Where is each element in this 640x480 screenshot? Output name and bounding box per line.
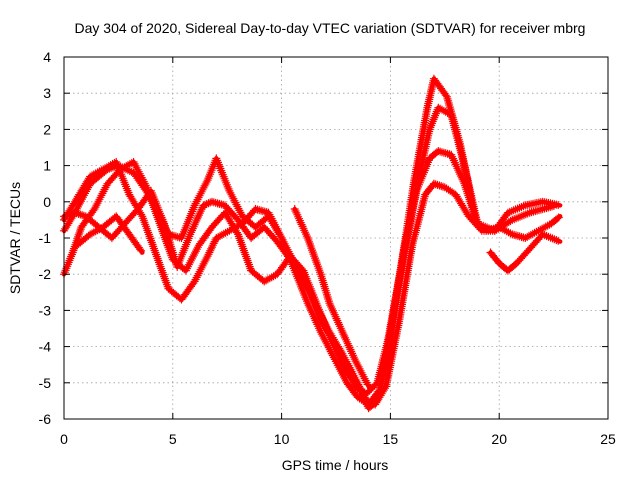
y-tick-label: -1	[39, 230, 52, 246]
series-track-8	[482, 213, 563, 243]
x-tick-label: 10	[274, 431, 290, 447]
series-track-6	[290, 204, 372, 389]
chart-title: Day 304 of 2020, Sidereal Day-to-day VTE…	[75, 20, 586, 36]
y-tick-label: 3	[43, 85, 51, 101]
y-tick-label: -5	[39, 375, 52, 391]
y-tick-label: 1	[43, 158, 51, 174]
x-tick-label: 15	[383, 431, 399, 447]
y-tick-label: 2	[43, 121, 51, 137]
y-tick-label: -4	[39, 339, 52, 355]
series-points	[290, 204, 372, 389]
y-tick-label: 0	[43, 194, 51, 210]
y-tick-label: -6	[39, 411, 52, 427]
series-points	[486, 230, 563, 275]
x-axis-title: GPS time / hours	[282, 457, 389, 473]
series-track-5	[73, 212, 146, 255]
y-axis-title: SDTVAR / TECUs	[7, 182, 23, 294]
y-tick-label: 4	[43, 49, 51, 65]
series-track-7	[486, 230, 563, 275]
y-tick-label: -3	[39, 302, 52, 318]
series-track-1	[59, 147, 559, 409]
series-layer	[59, 74, 563, 413]
series-points	[73, 212, 146, 255]
x-tick-label: 25	[600, 431, 616, 447]
series-points	[59, 147, 558, 409]
x-tick-label: 5	[169, 431, 177, 447]
series-line	[61, 148, 559, 407]
y-tick-label: -2	[39, 266, 52, 282]
axis-layer: 0 5 10 15 20 25 -6 -5 -4 -3 -2 -1 0 1 2 3 4	[39, 49, 616, 447]
series-points	[482, 213, 563, 243]
x-tick-label: 20	[491, 431, 507, 447]
x-tick-label: 0	[60, 431, 68, 447]
